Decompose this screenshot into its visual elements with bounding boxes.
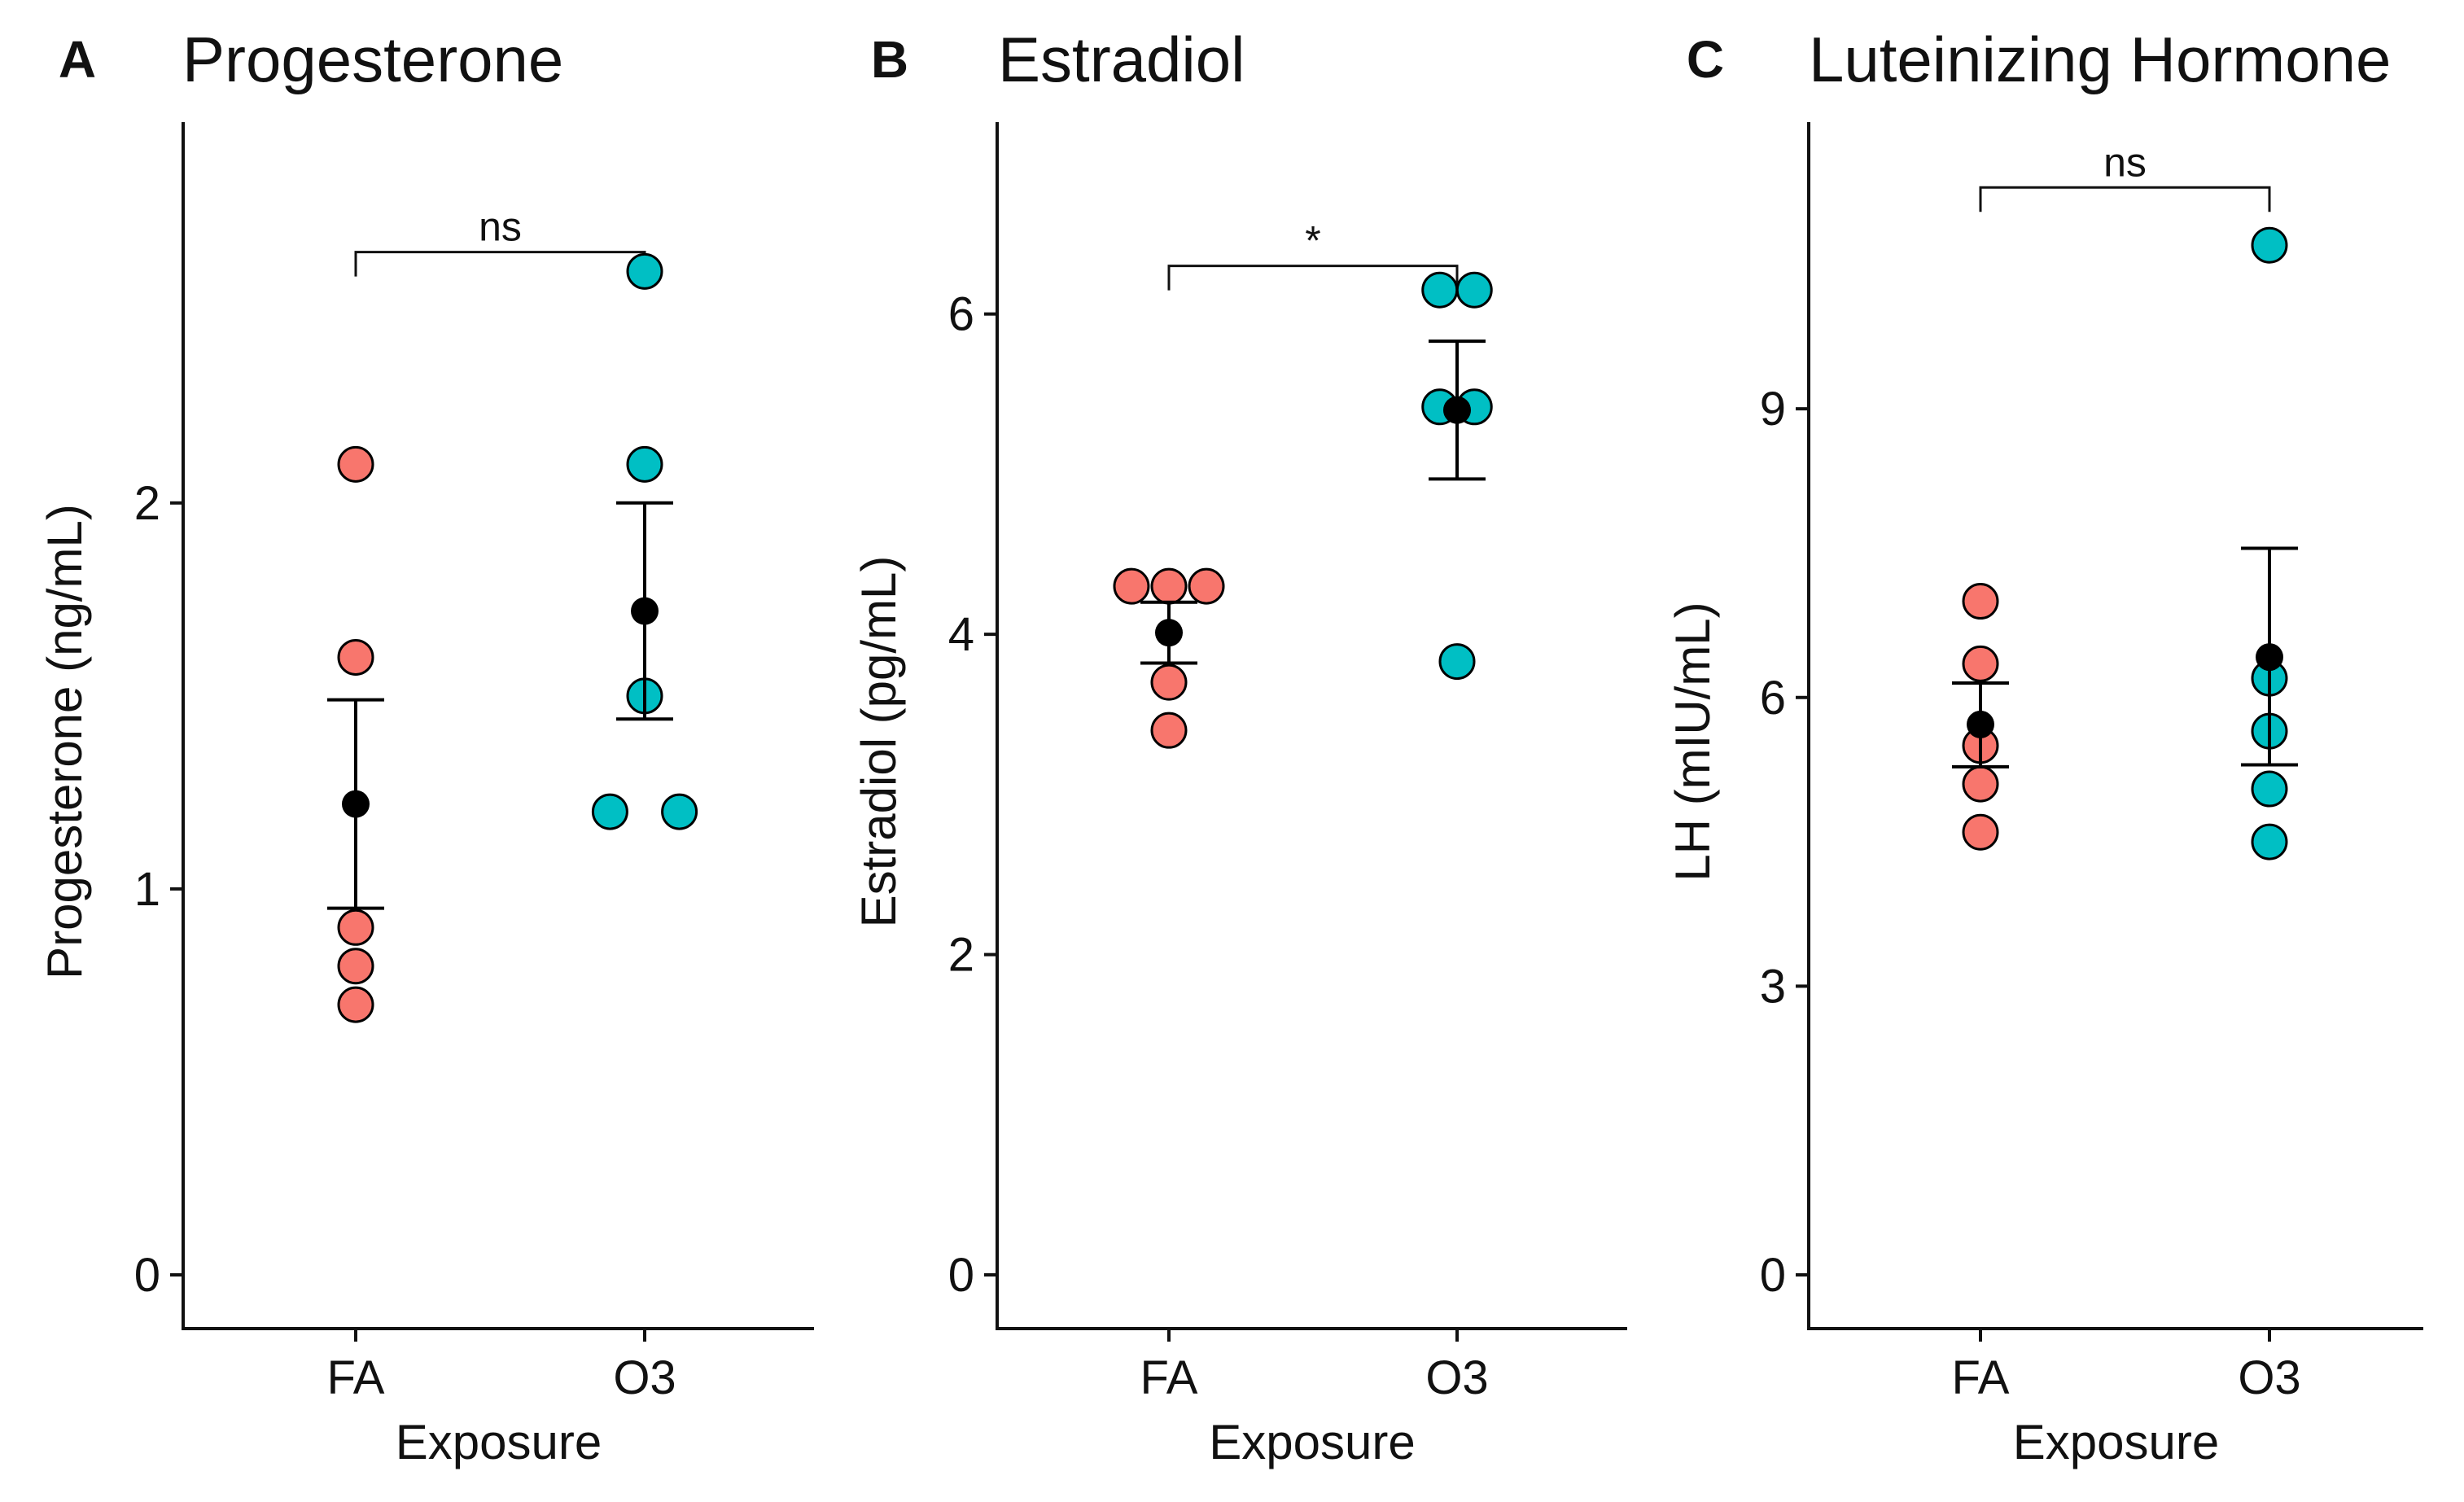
significance-label: *	[1305, 218, 1320, 264]
data-point	[1150, 663, 1188, 701]
significance-bracket	[354, 251, 646, 277]
summary-fa	[327, 698, 384, 910]
data-point	[337, 909, 374, 946]
series-fa	[1113, 567, 1225, 749]
y-tick-label: 3	[1760, 960, 1786, 1013]
summary-fa	[1952, 681, 2009, 769]
x-tick-label: FA	[327, 1351, 385, 1404]
y-tick-label: 2	[948, 929, 974, 982]
data-point	[2251, 226, 2288, 264]
y-axis-title: LH (mIU/mL)	[1665, 602, 1720, 881]
x-tick-label: FA	[1140, 1351, 1198, 1404]
data-point	[337, 948, 374, 985]
data-point	[591, 793, 628, 830]
y-tick-label: 0	[948, 1249, 974, 1302]
data-point	[337, 638, 374, 676]
data-point	[1188, 567, 1225, 605]
data-point	[337, 986, 374, 1023]
x-tick-label: O3	[613, 1351, 676, 1404]
series-o3	[2251, 226, 2288, 860]
x-tick-label: O3	[1425, 1351, 1488, 1404]
mean-point	[1967, 710, 1994, 738]
y-tick-label: 0	[1760, 1249, 1786, 1302]
panel-letter: B	[871, 30, 908, 89]
y-tick-label: 9	[1760, 383, 1786, 436]
significance-label: ns	[479, 204, 522, 250]
panel-letter: A	[59, 30, 96, 89]
panel-c: C Luteinizing Hormone 0 3 6 9 FA O3 Exposure LH (…	[1665, 24, 2423, 1469]
mean-point	[2256, 643, 2283, 672]
data-point	[2251, 823, 2288, 860]
y-tick-label: 0	[134, 1249, 160, 1302]
summary-o3	[1429, 339, 1486, 481]
data-point	[1113, 567, 1150, 605]
significance-bracket	[1167, 265, 1459, 291]
y-axis-title: Progesterone (ng/mL)	[37, 504, 92, 979]
significance-bracket	[1979, 186, 2271, 212]
data-point	[661, 793, 698, 830]
x-axis-title: Exposure	[1209, 1415, 1415, 1469]
data-point	[1455, 271, 1493, 309]
summary-o3	[2241, 546, 2298, 767]
panel-letter: C	[1687, 30, 1724, 89]
data-point	[1962, 765, 1999, 803]
series-fa	[337, 445, 374, 1023]
significance-label: ns	[2103, 139, 2147, 185]
panel-title: Luteinizing Hormone	[1809, 24, 2391, 95]
y-tick-label: 1	[134, 863, 160, 916]
x-axis-title: Exposure	[396, 1415, 602, 1469]
data-point	[626, 445, 663, 483]
data-point	[626, 252, 663, 290]
x-tick-label: O3	[2238, 1351, 2300, 1404]
data-point	[1962, 645, 1999, 682]
data-point	[1150, 567, 1188, 605]
data-point	[1438, 643, 1476, 681]
x-tick-label: FA	[1952, 1351, 2010, 1404]
y-tick-label: 6	[948, 288, 974, 341]
y-tick-label: 2	[134, 477, 160, 530]
mean-point	[1443, 396, 1471, 424]
data-point	[2251, 770, 2288, 808]
data-point	[1421, 271, 1459, 309]
mean-point	[631, 597, 659, 625]
data-point	[337, 445, 374, 483]
mean-point	[1155, 619, 1183, 647]
summary-fa	[1140, 600, 1197, 665]
panel-title: Progesterone	[182, 24, 563, 95]
panel-title: Estradiol	[998, 24, 1245, 95]
y-tick-label: 6	[1760, 672, 1786, 725]
summary-o3	[616, 501, 673, 721]
data-point	[1962, 583, 1999, 620]
data-point	[1150, 712, 1188, 749]
y-tick-label: 4	[948, 608, 974, 661]
x-axis-title: Exposure	[2013, 1415, 2219, 1469]
mean-point	[342, 790, 370, 818]
y-axis-title: Estradiol (pg/mL)	[851, 556, 906, 928]
data-point	[1962, 813, 1999, 851]
